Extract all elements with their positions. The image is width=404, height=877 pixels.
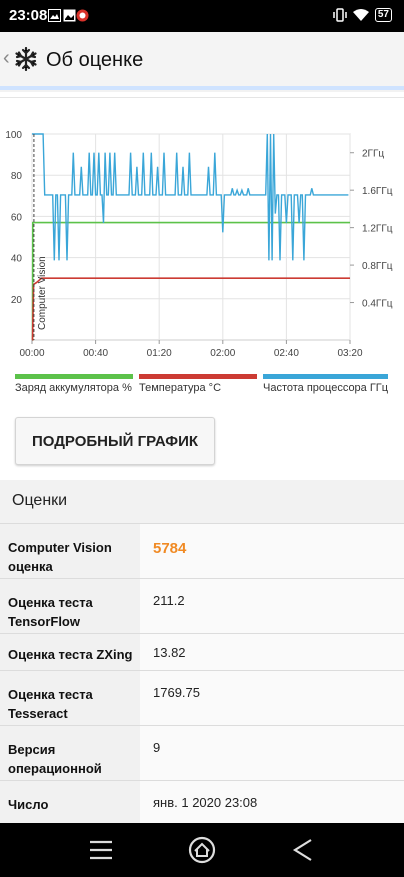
legend-battery-label: Заряд аккумулятора % bbox=[15, 382, 132, 394]
y-right-tick: 1.2ГГц bbox=[362, 224, 393, 235]
y-right-tick: 0.4ГГц bbox=[362, 299, 393, 310]
row-key: Computer Vision оценка bbox=[0, 524, 140, 578]
row-key: Число bbox=[0, 781, 140, 823]
section-title: Оценки bbox=[12, 492, 68, 509]
appbar-divider bbox=[0, 86, 404, 90]
legend-temperature-swatch bbox=[139, 374, 257, 379]
home-icon[interactable] bbox=[187, 835, 217, 865]
back-chevron-icon[interactable]: ‹ bbox=[3, 47, 10, 69]
y-left-tick: 20 bbox=[11, 295, 23, 306]
y-right-tick: 1.6ГГц bbox=[362, 186, 393, 197]
card-divider bbox=[0, 97, 404, 98]
x-tick: 00:00 bbox=[19, 348, 44, 359]
x-tick: 02:40 bbox=[274, 348, 299, 359]
app-notification-icon bbox=[76, 9, 89, 22]
y-left-tick: 40 bbox=[11, 254, 23, 265]
row-key: Оценка теста TensorFlow bbox=[0, 579, 140, 633]
table-row: Computer Vision оценка 5784 bbox=[0, 523, 404, 578]
row-value: 13.82 bbox=[140, 634, 404, 670]
app-bar: ‹ Об оценке bbox=[0, 32, 404, 90]
row-value: 211.2 bbox=[140, 579, 404, 633]
row-value: 5784 bbox=[140, 524, 404, 578]
legend-temperature: Температура °C bbox=[139, 374, 257, 394]
x-tick: 02:00 bbox=[210, 348, 235, 359]
table-row: Число янв. 1 2020 23:08 bbox=[0, 780, 404, 823]
legend-battery-swatch bbox=[15, 374, 133, 379]
table-row: Оценка теста TensorFlow 211.2 bbox=[0, 578, 404, 633]
x-tick: 01:20 bbox=[147, 348, 172, 359]
x-tick: 00:40 bbox=[83, 348, 108, 359]
gallery-icon bbox=[48, 9, 61, 22]
table-row: Оценка теста Tesseract 1769.75 bbox=[0, 670, 404, 725]
y-left-tick: 60 bbox=[11, 212, 23, 223]
navigation-bar bbox=[0, 823, 404, 877]
chart-card bbox=[0, 92, 404, 480]
row-key: Оценка теста ZXing bbox=[0, 634, 140, 670]
legend-battery: Заряд аккумулятора % bbox=[15, 374, 133, 394]
y-right-tick: 2ГГц bbox=[362, 149, 384, 160]
vibrate-icon bbox=[333, 8, 347, 22]
row-value: 1769.75 bbox=[140, 671, 404, 725]
wifi-icon bbox=[352, 8, 369, 21]
row-value: янв. 1 2020 23:08 bbox=[140, 781, 404, 823]
table-row: Оценка теста ZXing 13.82 bbox=[0, 633, 404, 670]
detail-chart-button[interactable]: ПОДРОБНЫЙ ГРАФИК bbox=[15, 417, 215, 465]
performance-chart: Computer Vision 20 40 60 80 100 0.4ГГц 0.8ГГц 1… bbox=[5, 130, 393, 359]
test-marker-label: Computer Vision bbox=[37, 256, 48, 330]
y-left-tick: 100 bbox=[5, 130, 22, 141]
row-value: 9 bbox=[140, 726, 404, 780]
status-time: 23:08 bbox=[9, 7, 48, 24]
image-icon bbox=[63, 9, 76, 22]
page-title: Об оценке bbox=[46, 49, 144, 71]
series-line-cpu bbox=[32, 133, 349, 261]
plot-frame bbox=[31, 133, 351, 341]
snowflake-icon bbox=[15, 47, 37, 71]
status-bar: 23:08 57 bbox=[0, 0, 404, 32]
row-key: Версия операционной системы bbox=[0, 726, 140, 795]
legend-cpu: Частота процессора ГГц bbox=[263, 374, 388, 394]
table-row: Версия операционной системы 9 bbox=[0, 725, 404, 795]
menu-icon[interactable] bbox=[86, 835, 116, 865]
legend-cpu-swatch bbox=[263, 374, 388, 379]
row-key: Оценка теста Tesseract bbox=[0, 671, 140, 725]
x-tick: 03:20 bbox=[337, 348, 362, 359]
legend-cpu-label: Частота процессора ГГц bbox=[263, 382, 389, 394]
back-icon[interactable] bbox=[288, 835, 318, 865]
series-line-temperature bbox=[31, 277, 350, 341]
y-right-tick: 0.8ГГц bbox=[362, 261, 393, 272]
y-left-tick: 80 bbox=[11, 171, 23, 182]
legend-temperature-label: Температура °C bbox=[139, 382, 222, 394]
series-line-battery bbox=[31, 221, 350, 341]
battery-indicator: 57 bbox=[374, 8, 392, 22]
